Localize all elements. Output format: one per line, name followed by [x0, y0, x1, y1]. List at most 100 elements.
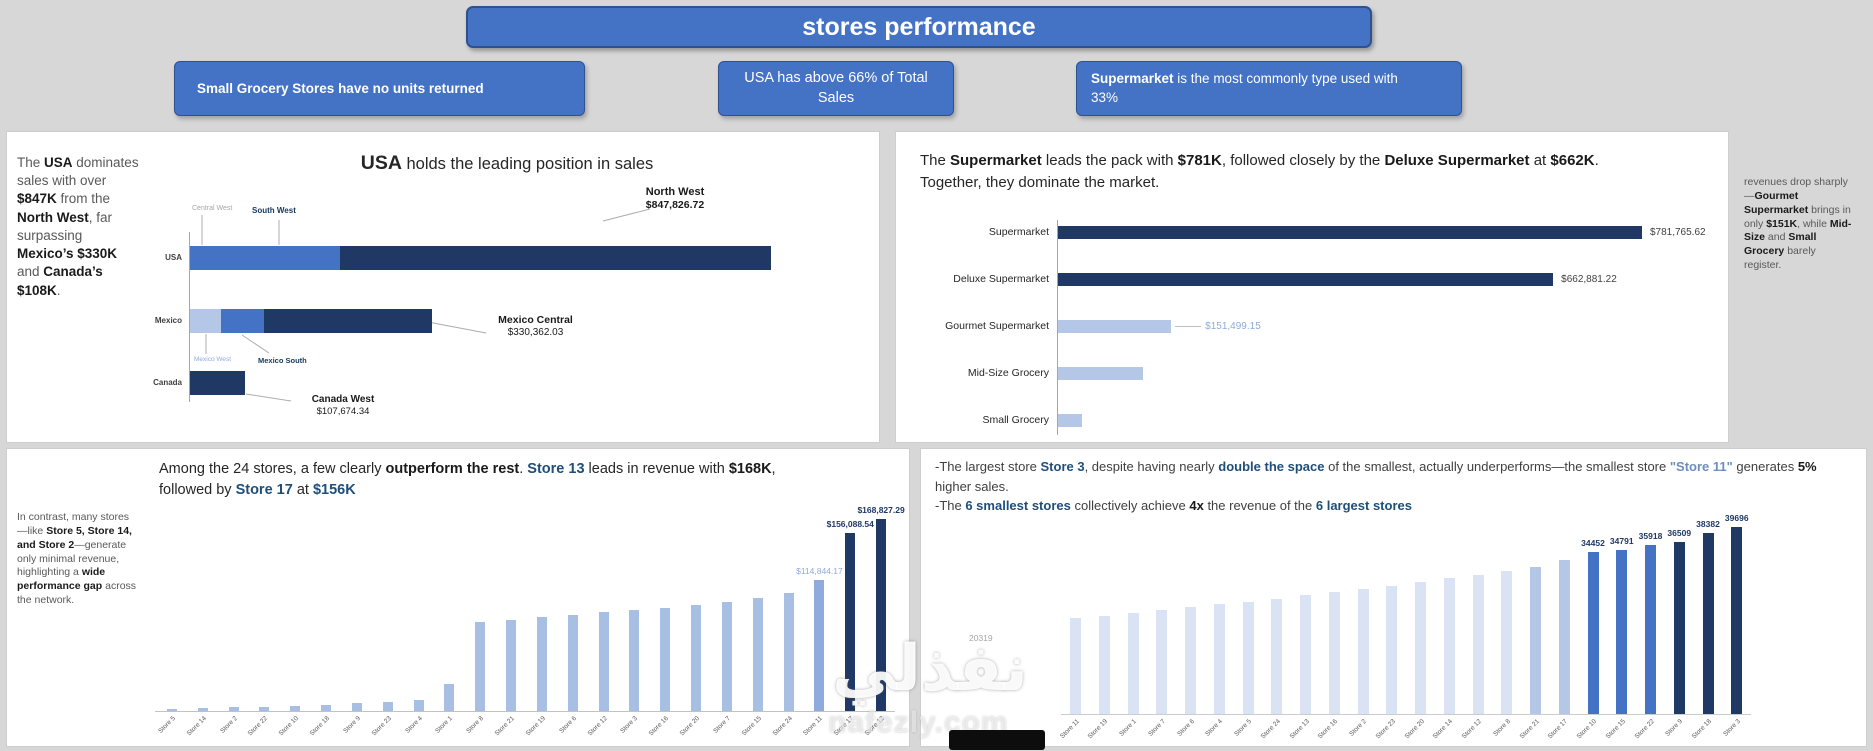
- bar: [1443, 578, 1455, 714]
- bar: [1673, 542, 1685, 714]
- category-label: USA: [165, 253, 182, 262]
- bar: [351, 703, 362, 711]
- text-segment: , followed closely by the: [1221, 152, 1385, 169]
- value-label: $156,088.54: [826, 519, 874, 530]
- bar: [1645, 544, 1656, 714]
- annotation-mexico-west: Mexico West: [194, 356, 231, 364]
- stray-value-label: 20319: [969, 633, 993, 643]
- text-segment: is the most commonly type used with 33%: [1091, 71, 1398, 105]
- panel-revenue-by-store: Among the 24 stores, a few clearly outpe…: [6, 448, 910, 747]
- chart-row: Small Grocery: [982, 414, 1678, 427]
- text-segment: Supermarket: [950, 152, 1042, 169]
- leader-line: [241, 334, 270, 354]
- text-segment: Small Grocery Stores have no units retur…: [197, 81, 484, 96]
- bar: [752, 598, 763, 711]
- text-segment: USA has above 66% of Total Sales: [744, 69, 928, 106]
- leader-line: [245, 393, 292, 402]
- bar: [1070, 618, 1081, 714]
- bar: [1213, 604, 1225, 714]
- store-type-narrative: The Supermarket leads the pack with $781…: [920, 150, 1620, 194]
- text-segment: barely register.: [1744, 245, 1816, 272]
- bar: [691, 605, 702, 711]
- text-segment: double the space: [1218, 459, 1325, 474]
- annotation-south-west: South West: [252, 206, 296, 216]
- panel-sales-by-store-size: -The largest store Store 3, despite havi…: [920, 448, 1867, 747]
- text-segment: across the network.: [17, 580, 137, 607]
- bar: [506, 619, 517, 711]
- text-segment: In contrast, many stores—like: [17, 511, 130, 537]
- bar: [1058, 226, 1642, 239]
- text-segment: USA: [360, 152, 402, 174]
- annotation-title: North West: [645, 186, 705, 198]
- text-segment: 4x: [1189, 498, 1204, 513]
- bar-segment-canada-west: [190, 371, 245, 395]
- bar: [475, 622, 486, 711]
- text-segment: $662K: [1550, 152, 1595, 169]
- text-segment: . Together, they dominate the market.: [920, 152, 1599, 191]
- category-label: Mid-Size Grocery: [967, 367, 1049, 379]
- region-chart-title: USA holds the leading position in sales: [207, 152, 807, 175]
- text-segment: of the smallest, actually underperforms—…: [1324, 459, 1670, 474]
- bar: [228, 707, 239, 711]
- text-segment: Store 13: [527, 461, 585, 477]
- annotation-mexico-central: Mexico Central $330,362.03: [478, 314, 593, 339]
- category-label: Supermarket: [988, 226, 1049, 238]
- bar: [1731, 527, 1743, 714]
- bar: [567, 614, 578, 711]
- bar: [1242, 601, 1254, 714]
- text-segment: at: [292, 482, 313, 499]
- watermark-black-box: [949, 730, 1045, 750]
- annotation-mexico-south: Mexico South: [258, 356, 307, 365]
- bar: [814, 580, 825, 711]
- value-label: 35918: [1638, 530, 1663, 541]
- panel-sales-by-store-type: The Supermarket leads the pack with $781…: [895, 131, 1729, 443]
- value-label: $114,844.17: [796, 566, 843, 577]
- text-segment: the revenue of the: [1203, 498, 1316, 513]
- store-type-side-note: revenues drop sharply—Gourmet Supermarke…: [1744, 176, 1856, 273]
- text-segment: , followed by: [159, 461, 776, 499]
- text-segment: holds the leading position in sales: [401, 155, 654, 173]
- store-revenue-side-note: In contrast, many stores—like Store 5, S…: [17, 511, 139, 608]
- bar-segment-central-west: [190, 246, 200, 270]
- value-label: 39696: [1724, 513, 1749, 524]
- bar: [197, 708, 208, 711]
- text-segment: Mexico’s $330K: [17, 246, 118, 262]
- text-segment: at: [1529, 152, 1551, 169]
- bar: [1156, 609, 1168, 714]
- store-size-narrative-line1: -The largest store Store 3, despite havi…: [935, 457, 1835, 496]
- text-segment: $168K: [728, 461, 772, 477]
- annotation-title: Canada West: [311, 394, 375, 405]
- bar: [1300, 595, 1311, 714]
- value-label: 36509: [1667, 528, 1692, 539]
- bar: [1386, 585, 1398, 714]
- annotation-value: $847,826.72: [645, 199, 705, 212]
- category-label: Gourmet Supermarket: [945, 320, 1049, 332]
- bar-segment-mexico-west: [190, 309, 221, 333]
- revenue-by-store-chart: Store 5 Store 14 Store 2 Store 22 Store 10 St…: [155, 505, 905, 737]
- bar: [1702, 533, 1714, 714]
- text-segment: leads in revenue with: [584, 461, 729, 477]
- bar-segment-mexico-central: [263, 309, 432, 333]
- chart-row: Canada: [153, 371, 780, 395]
- bar: [1530, 566, 1541, 714]
- value-label: $151,499.15: [1205, 321, 1261, 332]
- bar: [1587, 551, 1599, 714]
- text-segment: leads the pack with: [1041, 152, 1178, 169]
- text-segment: Canada’s $108K: [17, 264, 103, 298]
- bar: [1058, 320, 1172, 333]
- bar: [167, 708, 177, 711]
- chart-row: Mexico: [155, 309, 780, 333]
- text-segment: $781K: [1177, 152, 1222, 169]
- text-segment: —generate only minimal revenue, highligh…: [17, 538, 127, 579]
- bar: [721, 602, 732, 711]
- bar: [444, 683, 455, 711]
- bar: [783, 592, 794, 711]
- text-segment: $151K: [1766, 217, 1798, 230]
- category-label: Deluxe Supermarket: [953, 273, 1049, 285]
- text-segment: .: [519, 461, 528, 477]
- bar: [1501, 570, 1513, 714]
- bar: [1328, 592, 1340, 714]
- text-segment: from the: [56, 191, 111, 207]
- text-segment: Store 3: [1040, 459, 1085, 474]
